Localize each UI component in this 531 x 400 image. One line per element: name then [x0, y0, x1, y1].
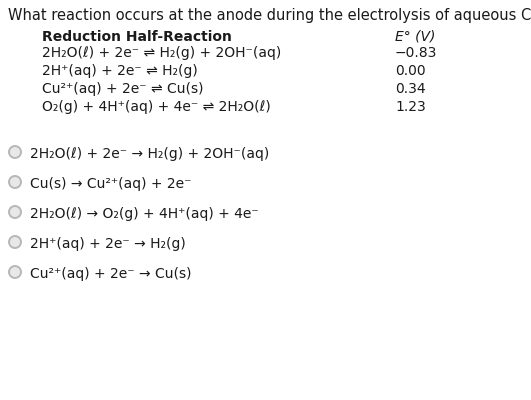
Text: 2H⁺(aq) + 2e⁻ ⇌ H₂(g): 2H⁺(aq) + 2e⁻ ⇌ H₂(g)	[42, 64, 198, 78]
Text: Cu²⁺(aq) + 2e⁻ ⇌ Cu(s): Cu²⁺(aq) + 2e⁻ ⇌ Cu(s)	[42, 82, 203, 96]
Text: Cu²⁺(aq) + 2e⁻ → Cu(s): Cu²⁺(aq) + 2e⁻ → Cu(s)	[30, 267, 192, 281]
Circle shape	[8, 205, 22, 219]
Circle shape	[10, 147, 20, 157]
Text: Reduction Half-Reaction: Reduction Half-Reaction	[42, 30, 232, 44]
Text: 0.00: 0.00	[395, 64, 426, 78]
Circle shape	[8, 265, 22, 279]
Circle shape	[8, 235, 22, 249]
Text: 2H₂O(ℓ) + 2e⁻ → H₂(g) + 2OH⁻(aq): 2H₂O(ℓ) + 2e⁻ → H₂(g) + 2OH⁻(aq)	[30, 147, 269, 161]
Text: 2H₂O(ℓ) + 2e⁻ ⇌ H₂(g) + 2OH⁻(aq): 2H₂O(ℓ) + 2e⁻ ⇌ H₂(g) + 2OH⁻(aq)	[42, 46, 281, 60]
Text: −0.83: −0.83	[395, 46, 438, 60]
Circle shape	[10, 267, 20, 277]
Text: O₂(g) + 4H⁺(aq) + 4e⁻ ⇌ 2H₂O(ℓ): O₂(g) + 4H⁺(aq) + 4e⁻ ⇌ 2H₂O(ℓ)	[42, 100, 271, 114]
Text: What reaction occurs at the anode during the electrolysis of aqueous CuSO₄?: What reaction occurs at the anode during…	[8, 8, 531, 23]
Text: Cu(s) → Cu²⁺(aq) + 2e⁻: Cu(s) → Cu²⁺(aq) + 2e⁻	[30, 177, 192, 191]
Circle shape	[8, 145, 22, 159]
Circle shape	[8, 175, 22, 189]
Text: 1.23: 1.23	[395, 100, 426, 114]
Text: 2H⁺(aq) + 2e⁻ → H₂(g): 2H⁺(aq) + 2e⁻ → H₂(g)	[30, 237, 186, 251]
Circle shape	[10, 207, 20, 217]
Text: 2H₂O(ℓ) → O₂(g) + 4H⁺(aq) + 4e⁻: 2H₂O(ℓ) → O₂(g) + 4H⁺(aq) + 4e⁻	[30, 207, 259, 221]
Circle shape	[10, 177, 20, 187]
Text: 0.34: 0.34	[395, 82, 426, 96]
Circle shape	[10, 237, 20, 247]
Text: E° (V): E° (V)	[395, 30, 435, 44]
